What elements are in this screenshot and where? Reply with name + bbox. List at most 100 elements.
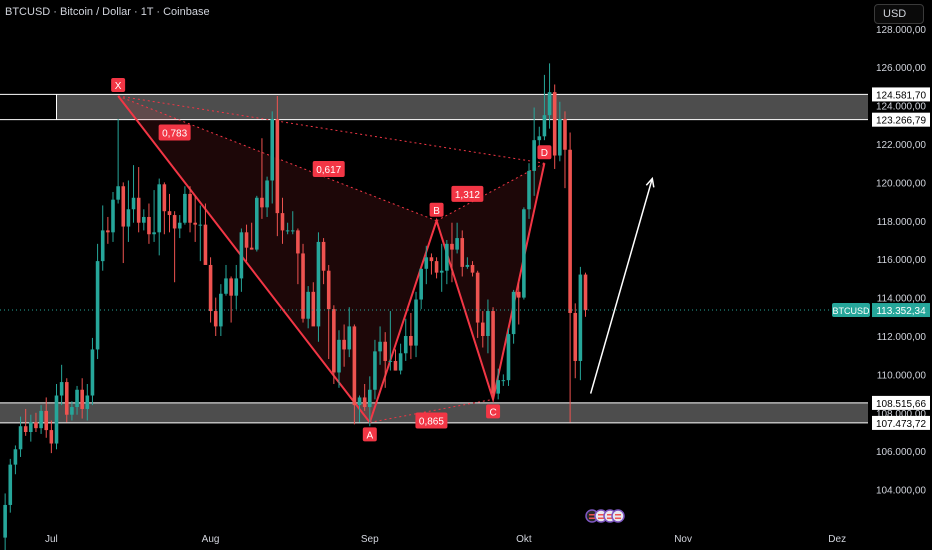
candle: [270, 119, 275, 181]
candle: [547, 92, 552, 116]
zone-price-label: 107.473,72: [876, 419, 926, 430]
candle: [321, 241, 326, 271]
pattern-ratio-line: [118, 95, 545, 164]
zone-price-label: 108.515,66: [876, 399, 926, 410]
pattern-point-badge: [429, 202, 444, 217]
ratio-badge: [312, 160, 345, 177]
y-tick-label: 124.000,00: [876, 102, 926, 113]
event-flag-stripe: [615, 517, 621, 519]
pattern-ratio-line: [369, 398, 494, 423]
candle: [80, 389, 84, 409]
candle: [75, 389, 79, 408]
candle: [255, 197, 259, 250]
candle: [347, 326, 352, 350]
candle: [239, 232, 244, 279]
pattern-point-badge: [111, 78, 126, 92]
candle: [491, 311, 495, 394]
candle: [414, 299, 418, 346]
y-tick-label: 110.000,00: [877, 370, 927, 381]
ratio-badge: [415, 412, 448, 429]
candle: [362, 397, 367, 408]
candle: [573, 312, 578, 361]
ratio-label: 1,312: [455, 190, 480, 201]
candle: [95, 261, 100, 350]
candle: [403, 336, 408, 354]
candle: [311, 291, 316, 327]
candle: [234, 278, 239, 296]
candle: [527, 170, 531, 210]
ratio-label: 0,865: [419, 416, 444, 427]
candle: [522, 209, 526, 298]
candle: [388, 360, 393, 362]
candle: [419, 268, 423, 300]
pattern-point-badge: [362, 427, 377, 442]
candle: [378, 341, 382, 352]
candle: [316, 241, 321, 327]
candle: [393, 360, 398, 371]
candle: [398, 353, 403, 371]
candle: [409, 336, 413, 346]
event-flag-stripe: [598, 514, 604, 516]
candle: [265, 180, 269, 208]
candle: [100, 230, 105, 262]
zone-price-tag: [872, 112, 930, 127]
candle: [275, 119, 280, 214]
candle: [460, 238, 465, 267]
symbol-title: BTCUSD · Bitcoin / Dollar · 1T · Coinbas…: [5, 6, 210, 18]
currency-button[interactable]: USD: [874, 4, 924, 24]
candle: [260, 197, 264, 208]
candle: [537, 136, 542, 141]
candle: [213, 311, 218, 327]
event-flag-stripe: [615, 514, 621, 516]
y-tick-label: 112.000,00: [877, 332, 927, 343]
candle: [208, 264, 213, 312]
y-tick-label: 106.000,00: [876, 447, 926, 458]
candle: [70, 407, 74, 415]
candle: [229, 278, 233, 296]
candle: [332, 309, 336, 373]
candle: [111, 199, 115, 233]
candle: [434, 261, 439, 273]
x-tick-label: Nov: [674, 534, 692, 545]
candle: [424, 257, 429, 269]
candle: [583, 274, 588, 311]
event-flag-stripe: [589, 514, 595, 516]
event-flag-stripe: [607, 514, 613, 516]
last-price-label: 113.352,34: [876, 306, 926, 317]
pattern-ratio-line: [436, 162, 545, 222]
candle: [306, 291, 310, 319]
candle: [290, 230, 295, 232]
candle: [172, 215, 177, 229]
ratio-label: 0,783: [162, 128, 187, 139]
candle: [188, 193, 192, 223]
candle: [470, 264, 475, 273]
candle: [373, 351, 377, 390]
candle: [121, 186, 126, 227]
candle: [301, 253, 305, 319]
y-tick-label: 114.000,00: [877, 294, 927, 305]
x-tick-label: Sep: [361, 534, 379, 545]
candle: [59, 382, 64, 396]
candle: [296, 230, 300, 254]
symbol-tag: [832, 303, 870, 318]
candle: [39, 410, 43, 429]
zone-box: [56, 94, 868, 120]
event-flag-stripe: [589, 517, 595, 519]
candle: [142, 216, 146, 223]
y-tick-label: 120.000,00: [876, 178, 926, 189]
zone-price-tag: [872, 415, 930, 430]
candle: [3, 504, 7, 538]
candle: [450, 243, 454, 250]
candle: [445, 243, 449, 271]
y-tick-label: 108.000,00: [876, 409, 926, 420]
candle: [147, 216, 151, 235]
ratio-label: 0,617: [316, 165, 341, 176]
candle: [136, 197, 141, 223]
candle: [475, 272, 480, 323]
candle: [516, 291, 521, 298]
candle: [368, 389, 372, 408]
candle: [23, 426, 28, 432]
x-tick-label: Okt: [516, 534, 532, 545]
candle: [54, 395, 59, 444]
